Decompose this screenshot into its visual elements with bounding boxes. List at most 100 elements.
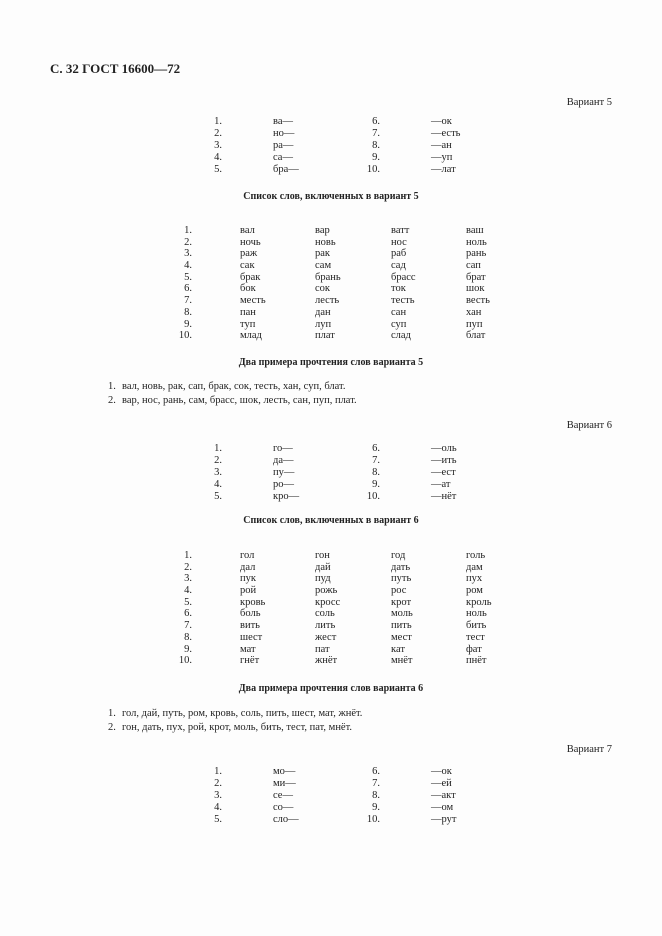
row-number: 10.: [178, 655, 192, 667]
syllable-table-5: 1. ва— 6. —ок 2. но— 7. —есть 3. ра— 8. —ан 4. са— 9. —…: [0, 116, 662, 176]
word-cell: фат: [466, 643, 482, 655]
row-number: 5.: [214, 814, 222, 825]
word-row: 5. кровь кросс крот кроль: [0, 597, 662, 609]
word-cell: жест: [315, 631, 337, 643]
word-cell: шест: [240, 631, 263, 643]
word-cell: ваш: [466, 225, 484, 236]
row-number: 1.: [214, 116, 222, 127]
variant-5-label: Вариант 5: [566, 97, 612, 108]
syllable-start: да—: [273, 455, 294, 466]
word-row: 3. раж рак раб рань: [0, 248, 662, 260]
syllable-row: 5. кро— 10. —нёт: [0, 491, 662, 503]
example-number: 1.: [108, 708, 116, 719]
row-number: 3.: [184, 573, 192, 585]
word-cell: кросс: [315, 596, 341, 608]
row-number: 10.: [366, 164, 380, 175]
example-line: 1. гол, дай, путь, ром, кровь, соль, пить…: [108, 707, 362, 721]
syllable-end: —лат: [431, 164, 456, 175]
word-cell: хан: [466, 306, 482, 318]
row-number: 4.: [184, 585, 192, 597]
row-number: 5.: [184, 271, 192, 283]
word-cell: суп: [391, 318, 407, 330]
row-number: 4.: [214, 152, 222, 163]
word-cell: пуд: [315, 573, 331, 585]
syllable-start: са—: [273, 152, 293, 163]
page-header: С. 32 ГОСТ 16600—72: [50, 61, 181, 76]
word-cell: боль: [240, 608, 261, 620]
row-number: 6.: [372, 443, 380, 454]
row-number: 2.: [214, 455, 222, 466]
word-cell: дай: [315, 561, 331, 573]
syllable-start: сло—: [273, 814, 299, 825]
syllable-start: ва—: [273, 116, 293, 127]
row-number: 3.: [214, 790, 222, 801]
word-cell: моль: [391, 608, 413, 620]
example-line: 2. вар, нос, рань, сам, брасс, шок, лесть…: [108, 394, 357, 408]
row-number: 4.: [184, 260, 192, 272]
word-cell: рань: [466, 248, 487, 260]
syllable-start: пу—: [273, 467, 295, 478]
word-cell: голь: [466, 550, 486, 561]
word-cell: мат: [240, 643, 256, 655]
row-number: 1.: [214, 766, 222, 777]
word-cell: пук: [240, 573, 256, 585]
syllable-row: 3. се— 8. —акт: [0, 790, 662, 802]
word-cell: дан: [315, 306, 331, 318]
word-cell: сад: [391, 260, 406, 272]
word-cell: луп: [315, 318, 332, 330]
syllable-end: —ить: [431, 455, 457, 466]
row-number: 2.: [184, 561, 192, 573]
word-cell: ноль: [466, 608, 487, 620]
word-cell: пнёт: [466, 655, 487, 667]
word-cell: раж: [240, 248, 258, 260]
row-number: 2.: [214, 128, 222, 139]
syllable-end: —акт: [431, 790, 456, 801]
word-row: 9. мат пат кат фат: [0, 644, 662, 656]
syllable-row: 2. ми— 7. —ей: [0, 778, 662, 790]
word-cell: гон: [315, 550, 330, 561]
word-cell: шок: [466, 283, 485, 295]
word-cell: мест: [391, 631, 412, 643]
examples-6: 1. гол, дай, путь, ром, кровь, соль, пить…: [108, 707, 362, 734]
word-cell: новь: [315, 236, 336, 248]
syllable-row: 2. но— 7. —есть: [0, 128, 662, 140]
row-number: 9.: [372, 802, 380, 813]
word-cell: дать: [391, 561, 411, 573]
word-row: 10. млад плат слад блат: [0, 330, 662, 342]
word-table-5: 1. вал вар ватт ваш 2. ночь новь нос ноль 3. раж рак…: [0, 225, 662, 342]
word-cell: лесть: [315, 295, 340, 307]
word-row: 7. вить лить пить бить: [0, 620, 662, 632]
word-cell: рак: [315, 248, 331, 260]
word-cell: туп: [240, 318, 256, 330]
row-number: 3.: [184, 248, 192, 260]
row-number: 10.: [178, 330, 192, 342]
syllable-row: 4. са— 9. —уп: [0, 152, 662, 164]
word-cell: месть: [240, 295, 266, 307]
example-number: 2.: [108, 721, 116, 733]
examples-heading-5: Два примера прочтения слов варианта 5: [238, 357, 424, 368]
syllable-end: —ей: [431, 778, 452, 789]
row-number: 6.: [184, 283, 192, 295]
word-row: 4. сак сам сад сап: [0, 260, 662, 272]
syllable-start: ра—: [273, 140, 294, 151]
row-number: 8.: [372, 790, 380, 801]
word-row: 6. боль соль моль ноль: [0, 608, 662, 620]
syllable-start: ро—: [273, 479, 294, 490]
syllable-end: —ест: [431, 467, 456, 478]
word-cell: гнёт: [240, 655, 260, 667]
example-line: 1. вал, новь, рак, сап, брак, сок, тесть,…: [108, 380, 357, 394]
word-cell: плат: [315, 330, 335, 342]
syllable-end: —ок: [431, 766, 452, 777]
word-row: 3. пук пуд путь пух: [0, 573, 662, 585]
word-cell: жнёт: [315, 655, 338, 667]
syllable-start: кро—: [273, 491, 300, 502]
word-cell: дам: [466, 561, 483, 573]
word-cell: вал: [240, 225, 255, 236]
word-row: 8. пан дан сан хан: [0, 307, 662, 319]
syllable-row: 1. ва— 6. —ок: [0, 116, 662, 128]
syllable-start: мо—: [273, 766, 296, 777]
word-row: 5. брак брань брасс брат: [0, 272, 662, 284]
row-number: 7.: [372, 778, 380, 789]
examples-5: 1. вал, новь, рак, сап, брак, сок, тесть,…: [108, 380, 357, 407]
